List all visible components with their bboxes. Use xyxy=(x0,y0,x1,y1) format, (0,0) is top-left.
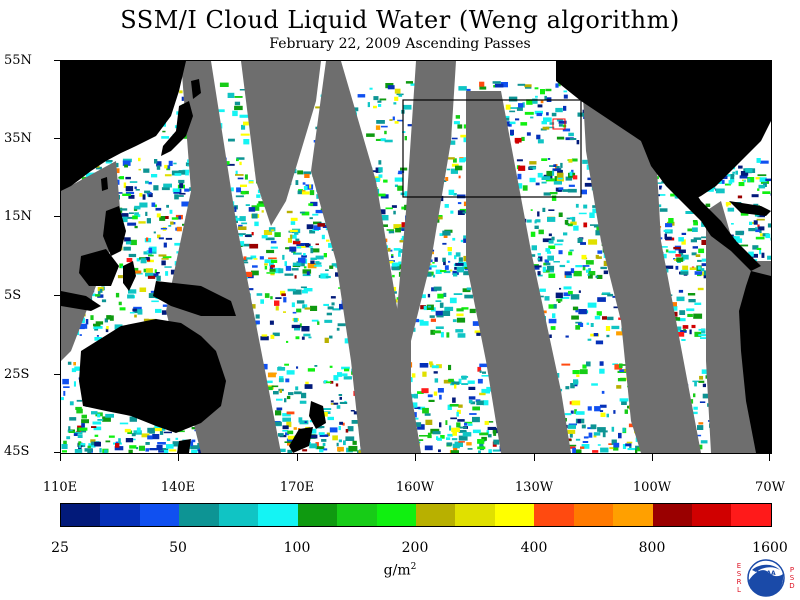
land-australia xyxy=(79,319,226,433)
lat-tick xyxy=(54,295,60,296)
lat-label-45s: 45S xyxy=(4,444,30,459)
colorbar-swatch xyxy=(652,504,692,526)
units-label: g/m2 xyxy=(0,562,800,579)
swath-gap-4 xyxy=(311,61,421,453)
lon-label-160w: 160W xyxy=(395,480,435,495)
logo-text: NOAA xyxy=(756,570,776,577)
colorbar-swatch xyxy=(415,504,456,526)
land-philippines xyxy=(103,206,126,256)
land-cuba xyxy=(729,201,771,216)
region-box-west-coast xyxy=(402,99,582,198)
logo-letters-left: E S R L xyxy=(735,562,743,594)
land-north-america xyxy=(556,61,771,201)
lat-tick xyxy=(54,138,60,139)
land-new-zealand-n xyxy=(309,401,326,429)
colorbar-label-100: 100 xyxy=(283,540,311,556)
colorbar-swatch xyxy=(692,504,732,526)
land-masses xyxy=(61,61,771,453)
land-japan xyxy=(161,101,193,156)
lat-label-35n: 35N xyxy=(4,131,32,146)
land-japan-north xyxy=(191,79,201,99)
logo-letter: S xyxy=(736,570,742,578)
colorbar xyxy=(60,503,772,527)
map-area[interactable] xyxy=(60,60,772,454)
colorbar-swatch xyxy=(455,504,495,526)
lon-tick xyxy=(178,453,179,461)
colorbar-swatch xyxy=(613,504,653,526)
lat-label-25s: 25S xyxy=(4,367,30,382)
swath-gap-7 xyxy=(581,61,701,453)
land-mexico xyxy=(641,141,761,271)
lat-tick xyxy=(54,216,60,217)
colorbar-swatch xyxy=(100,504,140,526)
colorbar-swatch xyxy=(573,504,614,526)
lat-label-5s: 5S xyxy=(4,288,22,303)
land-south-america xyxy=(739,271,771,453)
lat-label-55n: 55N xyxy=(4,53,32,68)
logo-letter: D xyxy=(789,582,795,590)
lon-label-140e: 140E xyxy=(160,480,196,495)
map-subtitle: February 22, 2009 Ascending Passes xyxy=(269,36,531,52)
units-base: g/m xyxy=(383,562,411,579)
colorbar-label-400: 400 xyxy=(520,540,548,556)
colorbar-swatch xyxy=(297,504,338,526)
colorbar-swatch xyxy=(376,504,416,526)
lon-tick xyxy=(769,453,770,461)
lat-tick xyxy=(54,452,60,453)
colorbar-label-800: 800 xyxy=(638,540,666,556)
land-borneo xyxy=(79,249,119,286)
lon-label-110e: 110E xyxy=(42,480,78,495)
land-taiwan xyxy=(101,177,108,191)
lat-tick xyxy=(54,374,60,375)
land-new-guinea xyxy=(153,281,236,316)
colorbar-swatch xyxy=(139,504,180,526)
lon-tick xyxy=(60,453,61,461)
colorbar-label-50: 50 xyxy=(169,540,187,556)
colorbar-swatch xyxy=(534,504,574,526)
noaa-logo: E S R L NOAA P S D xyxy=(735,556,797,600)
units-exponent: 2 xyxy=(410,562,417,572)
colorbar-label-25: 25 xyxy=(51,540,69,556)
lon-label-130w: 130W xyxy=(514,480,554,495)
swath-gap-3 xyxy=(241,61,321,226)
map-title: SSM/I Cloud Liquid Water (Weng algorithm… xyxy=(120,6,680,34)
lon-tick xyxy=(534,453,535,461)
colorbar-label-200: 200 xyxy=(401,540,429,556)
map-svg xyxy=(61,61,771,453)
colorbar-swatch xyxy=(218,504,259,526)
colorbar-label-1600: 1600 xyxy=(752,540,788,556)
lon-tick xyxy=(297,453,298,461)
logo-letter: P xyxy=(789,566,795,574)
lon-label-70w: 70W xyxy=(755,480,785,495)
lat-tick xyxy=(54,60,60,61)
colorbar-swatch xyxy=(61,504,101,526)
logo-letter: E xyxy=(736,562,742,570)
land-asia xyxy=(61,61,186,191)
swath-gap-5 xyxy=(391,61,456,453)
lon-label-170e: 170E xyxy=(279,480,315,495)
colorbar-swatch xyxy=(337,504,377,526)
land-tasmania xyxy=(177,439,191,453)
noaa-emblem-icon: NOAA xyxy=(747,559,785,597)
colorbar-swatch xyxy=(494,504,535,526)
land-sumatra xyxy=(61,291,101,311)
colorbar-swatch xyxy=(731,504,771,526)
swath-gap-6 xyxy=(466,91,571,453)
logo-letters-right: P S D xyxy=(788,566,796,590)
logo-letter: L xyxy=(737,586,741,594)
lon-tick xyxy=(652,453,653,461)
region-box-small xyxy=(552,118,566,130)
land-sulawesi xyxy=(123,261,136,291)
colorbar-swatch xyxy=(258,504,298,526)
lat-label-15n: 15N xyxy=(4,209,32,224)
lon-tick xyxy=(415,453,416,461)
land-new-zealand-s xyxy=(289,427,313,453)
logo-letter: R xyxy=(736,578,742,586)
logo-letter: S xyxy=(789,574,795,582)
lon-label-100w: 100W xyxy=(632,480,672,495)
colorbar-swatch xyxy=(179,504,219,526)
